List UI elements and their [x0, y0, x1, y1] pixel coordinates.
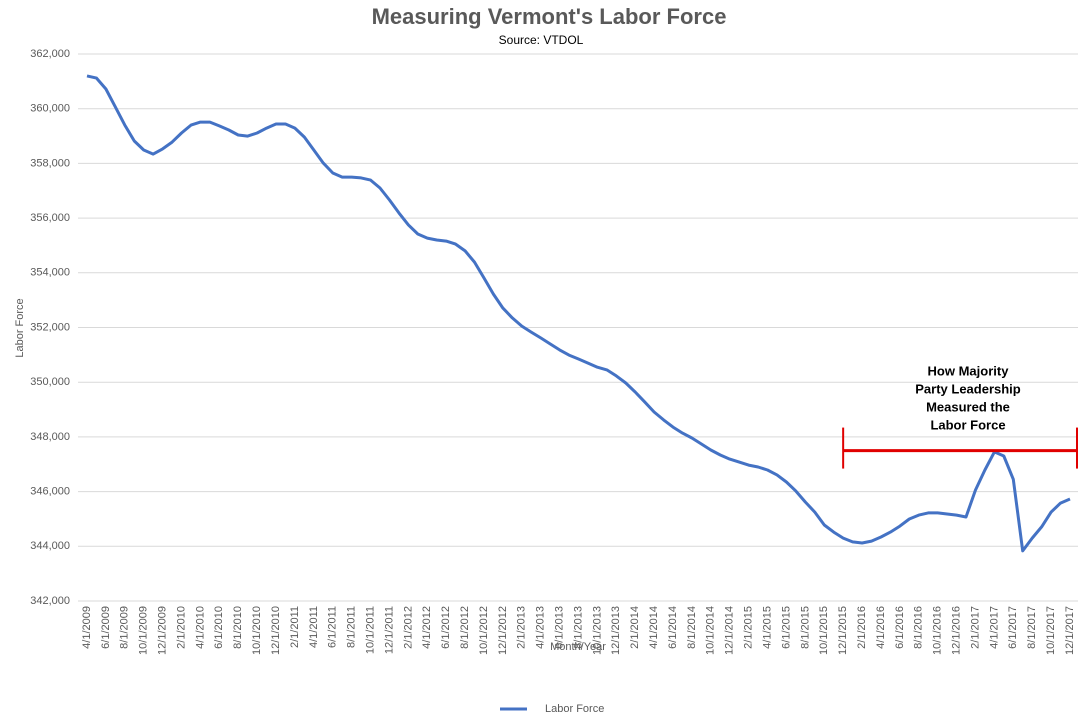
x-tick-label: 4/1/2016 — [875, 606, 887, 649]
x-tick-label: 4/1/2011 — [308, 606, 320, 648]
x-tick-label: 12/1/2012 — [497, 606, 509, 655]
y-tick-label: 346,000 — [30, 486, 70, 498]
x-tick-label: 4/1/2015 — [761, 606, 773, 649]
x-tick-label: 8/1/2014 — [686, 606, 698, 649]
y-tick-label: 344,000 — [30, 540, 70, 552]
chart-title: Measuring Vermont's Labor Force — [372, 4, 727, 29]
y-tick-label: 352,000 — [30, 321, 70, 333]
legend-label: Labor Force — [545, 703, 604, 715]
annotation-text: Labor Force — [930, 417, 1005, 432]
x-tick-label: 12/1/2017 — [1064, 606, 1076, 655]
x-tick-label: 2/1/2013 — [516, 606, 528, 649]
x-tick-label: 2/1/2012 — [402, 606, 414, 649]
x-tick-label: 2/1/2014 — [629, 606, 641, 649]
x-tick-label: 4/1/2009 — [81, 606, 93, 649]
x-tick-label: 8/1/2015 — [799, 606, 811, 649]
x-tick-label: 2/1/2011 — [289, 606, 301, 648]
y-tick-label: 348,000 — [30, 431, 70, 443]
x-tick-label: 8/1/2009 — [119, 606, 131, 649]
x-tick-label: 10/1/2012 — [478, 606, 490, 655]
x-tick-label: 4/1/2014 — [648, 606, 660, 649]
x-tick-label: 8/1/2017 — [1026, 606, 1038, 649]
x-tick-label: 2/1/2016 — [856, 606, 868, 649]
x-tick-label: 4/1/2013 — [535, 606, 547, 649]
x-tick-label: 8/1/2012 — [459, 606, 471, 649]
x-tick-label: 6/1/2009 — [100, 606, 112, 649]
annotation-text: Party Leadership — [915, 381, 1021, 396]
annotation-text: Measured the — [926, 399, 1010, 414]
x-axis-title: Month/Year — [550, 641, 606, 653]
x-tick-label: 8/1/2013 — [572, 606, 584, 649]
x-tick-label: 12/1/2015 — [837, 606, 849, 655]
x-tick-label: 2/1/2010 — [175, 606, 187, 649]
x-tick-label: 6/1/2015 — [780, 606, 792, 649]
y-tick-label: 356,000 — [30, 212, 70, 224]
chart-subtitle: Source: VTDOL — [499, 33, 584, 47]
x-tick-label: 12/1/2013 — [610, 606, 622, 655]
x-tick-label: 10/1/2011 — [364, 606, 376, 654]
y-tick-label: 362,000 — [30, 48, 70, 60]
y-tick-label: 354,000 — [30, 267, 70, 279]
x-tick-label: 6/1/2010 — [213, 606, 225, 649]
x-tick-label: 8/1/2010 — [232, 606, 244, 649]
y-tick-label: 360,000 — [30, 103, 70, 115]
x-tick-label: 6/1/2017 — [1007, 606, 1019, 649]
x-tick-label: 12/1/2011 — [383, 606, 395, 654]
x-tick-label: 2/1/2017 — [969, 606, 981, 649]
x-tick-label: 4/1/2012 — [421, 606, 433, 649]
x-tick-label: 6/1/2014 — [667, 606, 679, 649]
x-tick-label: 10/1/2013 — [591, 606, 603, 655]
x-tick-label: 6/1/2013 — [554, 606, 566, 649]
x-tick-label: 10/1/2010 — [251, 606, 263, 655]
y-axis-title: Labor Force — [14, 298, 26, 357]
annotation-text: How Majority — [928, 363, 1010, 378]
x-tick-label: 6/1/2016 — [894, 606, 906, 649]
x-tick-label: 10/1/2009 — [138, 606, 150, 655]
x-tick-label: 4/1/2017 — [988, 606, 1000, 649]
y-tick-label: 342,000 — [30, 595, 70, 607]
x-tick-label: 10/1/2014 — [705, 606, 717, 655]
x-tick-label: 12/1/2014 — [724, 606, 736, 655]
x-tick-label: 12/1/2010 — [270, 606, 282, 655]
y-tick-label: 358,000 — [30, 157, 70, 169]
x-tick-label: 10/1/2017 — [1045, 606, 1057, 655]
x-tick-label: 8/1/2016 — [913, 606, 925, 649]
y-tick-label: 350,000 — [30, 376, 70, 388]
x-tick-label: 6/1/2012 — [440, 606, 452, 649]
x-tick-label: 2/1/2015 — [743, 606, 755, 649]
data-line — [86, 74, 1071, 553]
x-tick-label: 6/1/2011 — [327, 606, 339, 648]
x-tick-label: 10/1/2015 — [818, 606, 830, 655]
x-tick-label: 12/1/2009 — [157, 606, 169, 655]
x-tick-label: 8/1/2011 — [346, 606, 358, 648]
x-tick-label: 12/1/2016 — [950, 606, 962, 655]
x-tick-label: 10/1/2016 — [932, 606, 944, 655]
x-tick-label: 4/1/2010 — [194, 606, 206, 649]
